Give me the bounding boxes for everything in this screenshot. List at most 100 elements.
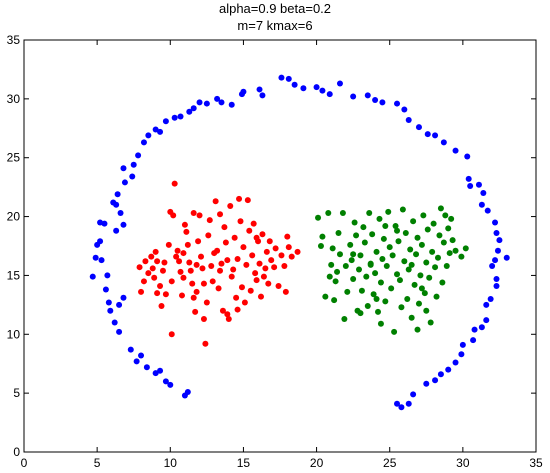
data-point-outer (177, 113, 184, 120)
data-point-right (315, 214, 322, 221)
data-point-left (234, 306, 241, 313)
data-point-left (206, 217, 213, 224)
data-point-left (209, 278, 216, 285)
data-point-left (268, 257, 275, 264)
data-point-outer (98, 257, 105, 264)
data-point-right (402, 230, 409, 237)
data-point-left (145, 270, 152, 277)
data-point-left (138, 288, 145, 295)
data-point-outer (171, 114, 178, 121)
data-point-outer (152, 126, 159, 133)
data-point-outer (105, 299, 112, 306)
data-point-right (357, 252, 364, 259)
data-point-left (168, 278, 175, 285)
data-point-left (250, 220, 257, 227)
data-point-right (380, 235, 387, 242)
data-point-left (256, 260, 263, 267)
data-point-right (358, 287, 365, 294)
data-point-left (202, 340, 209, 347)
data-point-left (259, 231, 266, 238)
x-tick-label: 10 (164, 456, 178, 470)
data-point-outer (101, 220, 108, 227)
data-point-right (398, 304, 405, 311)
data-point-outer (483, 317, 490, 324)
data-point-outer (184, 388, 191, 395)
data-point-outer (138, 352, 145, 359)
data-point-outer (503, 254, 510, 261)
data-point-left (136, 264, 143, 271)
x-tick-label: 0 (21, 456, 28, 470)
data-point-outer (464, 153, 471, 160)
data-point-right (432, 264, 439, 271)
data-point-right (386, 244, 393, 251)
data-point-left (262, 265, 269, 272)
data-point-right (375, 308, 382, 315)
data-point-outer (398, 404, 405, 411)
data-point-left (240, 244, 247, 251)
data-point-right (436, 232, 443, 239)
data-point-outer (432, 377, 439, 384)
data-point-left (241, 299, 248, 306)
data-point-outer (196, 99, 203, 106)
data-point-left (231, 234, 238, 241)
data-point-left (198, 253, 205, 260)
data-point-right (452, 247, 459, 254)
data-point-right (448, 215, 455, 222)
data-point-left (227, 202, 234, 209)
data-point-right (442, 212, 449, 219)
data-point-left (162, 291, 169, 298)
data-point-right (336, 251, 343, 258)
data-point-right (401, 258, 408, 265)
data-point-outer (489, 263, 496, 270)
data-point-left (149, 265, 156, 272)
data-point-left (234, 255, 241, 262)
data-point-left (199, 265, 206, 272)
data-point-right (335, 230, 342, 237)
data-point-right (391, 328, 398, 335)
points-layer (89, 74, 510, 411)
data-point-right (369, 231, 376, 238)
data-point-outer (285, 75, 292, 82)
data-point-right (326, 273, 333, 280)
data-point-right (443, 263, 450, 270)
data-point-outer (467, 182, 474, 189)
data-point-outer (133, 358, 140, 365)
data-point-outer (405, 400, 412, 407)
data-point-outer (410, 391, 417, 398)
x-tick-label: 15 (237, 456, 251, 470)
data-point-left (243, 261, 250, 268)
data-point-left (193, 288, 200, 295)
data-point-outer (379, 99, 386, 106)
data-point-left (288, 253, 295, 260)
data-point-right (377, 279, 384, 286)
data-point-right (317, 243, 324, 249)
data-point-right (376, 215, 383, 222)
y-tick-label: 20 (7, 210, 21, 224)
data-point-left (190, 294, 197, 301)
data-point-right (382, 222, 389, 229)
data-point-left (281, 263, 288, 270)
data-point-right (319, 233, 326, 240)
data-point-outer (493, 283, 500, 290)
data-point-right (366, 210, 373, 217)
data-point-right (407, 246, 414, 253)
data-point-left (236, 195, 243, 202)
data-point-outer (120, 165, 127, 172)
data-point-outer (214, 95, 221, 102)
data-point-left (189, 280, 196, 287)
data-point-outer (291, 81, 298, 88)
data-point-right (417, 272, 424, 279)
data-point-right (418, 285, 425, 292)
data-point-right (429, 248, 436, 255)
data-point-outer (471, 326, 478, 333)
data-point-left (157, 283, 164, 290)
data-point-left (158, 303, 165, 310)
data-point-right (339, 210, 346, 217)
data-point-outer (228, 101, 235, 108)
data-point-left (168, 331, 175, 338)
data-point-left (230, 266, 237, 273)
data-point-right (399, 206, 406, 213)
data-point-outer (140, 139, 147, 146)
data-point-left (177, 268, 184, 275)
